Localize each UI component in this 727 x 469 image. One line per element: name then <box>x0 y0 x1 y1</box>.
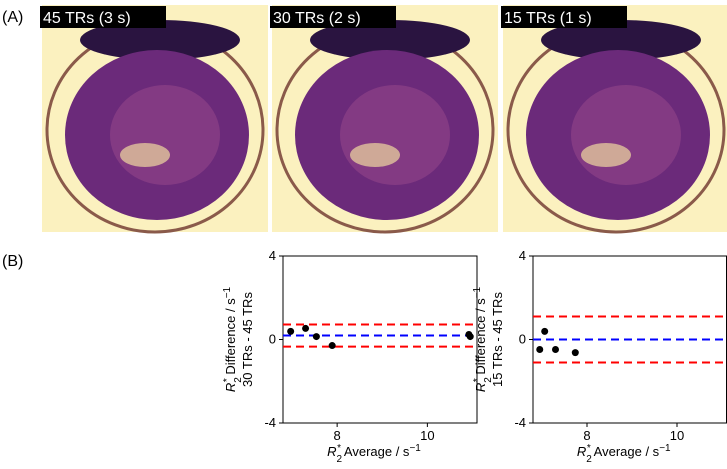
brain-inner <box>340 85 450 185</box>
image-caption: 45 TRs (3 s) <box>43 10 131 27</box>
mri-image: 45 TRs (3 s) <box>40 5 268 234</box>
label-part: R <box>327 444 336 459</box>
caption-bg <box>501 6 627 28</box>
x-tick-label: 10 <box>670 428 684 443</box>
x-tick-label: 10 <box>420 428 434 443</box>
label-part: 2 <box>483 377 494 383</box>
y-tick-label: 4 <box>519 248 526 263</box>
label-part: R <box>223 383 238 392</box>
scalp <box>80 20 240 60</box>
label-part: R <box>473 383 488 392</box>
image-caption: 15 TRs (1 s) <box>504 10 592 27</box>
y-tick-label: 0 <box>519 332 526 347</box>
label-part: −1 <box>222 286 233 298</box>
label-part: −1 <box>659 443 671 454</box>
label-part: Average / s <box>591 444 660 459</box>
mri-image: 30 TRs (2 s) <box>270 5 498 234</box>
brain-inner <box>571 85 681 185</box>
point <box>466 333 474 341</box>
point <box>536 346 544 354</box>
label-part: R <box>577 444 586 459</box>
label-part: −1 <box>409 443 421 454</box>
scalp <box>541 20 701 60</box>
label-part: Difference / s <box>223 298 238 378</box>
y-tick-label: -4 <box>514 415 526 430</box>
point <box>302 324 310 332</box>
panel-label: (A) <box>2 9 23 26</box>
label-part: −1 <box>472 286 483 298</box>
label-part: 2 <box>586 454 592 465</box>
brain-inner <box>110 85 220 185</box>
label-part: 2 <box>337 454 343 465</box>
label-part: * <box>587 443 591 454</box>
point <box>287 327 295 335</box>
label-part: * <box>472 378 483 382</box>
ventricle <box>581 143 631 167</box>
point <box>571 349 579 357</box>
image-caption: 30 TRs (2 s) <box>273 10 361 27</box>
y-axis-label-line2: 15 TRs - 45 TRs <box>490 292 505 387</box>
y-tick-label: -4 <box>264 415 276 430</box>
point <box>552 346 559 354</box>
y-tick-label: 0 <box>269 332 276 347</box>
ventricle <box>350 143 400 167</box>
point <box>328 342 336 350</box>
label-part: * <box>337 443 341 454</box>
label-part: Difference / s <box>473 298 488 378</box>
y-axis-label-line2: 30 TRs - 45 TRs <box>240 292 255 387</box>
label-part: Average / s <box>341 444 410 459</box>
y-tick-label: 4 <box>269 248 276 263</box>
ventricle <box>120 143 170 167</box>
caption-bg <box>40 6 166 28</box>
x-tick-label: 8 <box>583 428 590 443</box>
point <box>312 333 320 341</box>
point <box>541 327 549 335</box>
mri-image: 15 TRs (1 s) <box>501 5 727 234</box>
label-part: 2 <box>233 377 244 383</box>
x-axis-label: R2* Average / s−1 <box>577 443 671 465</box>
y-axis-label: R2* Difference / s−1 <box>222 286 244 392</box>
x-tick-label: 8 <box>334 428 341 443</box>
scalp <box>310 20 470 60</box>
plot-frame <box>282 255 478 424</box>
caption-bg <box>270 6 396 28</box>
label-part: * <box>222 378 233 382</box>
panel-label: (B) <box>2 253 23 270</box>
x-axis-label: R2* Average / s−1 <box>327 443 421 465</box>
y-axis-label: R2* Difference / s−1 <box>472 286 494 392</box>
